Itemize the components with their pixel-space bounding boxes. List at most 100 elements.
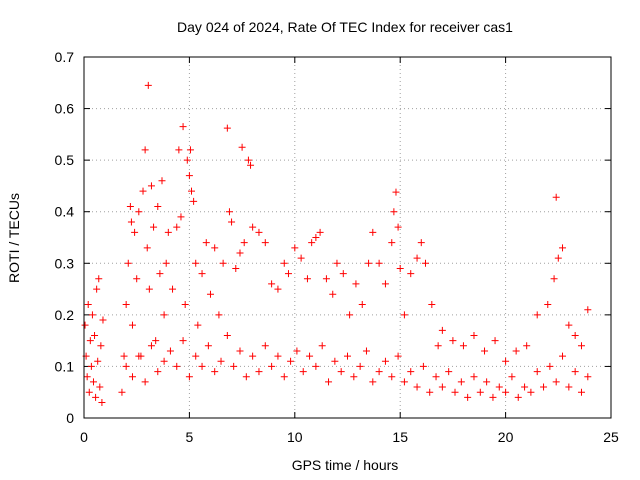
data-point (413, 254, 421, 262)
data-point (481, 347, 489, 355)
data-point (249, 223, 257, 231)
data-point (577, 388, 585, 396)
data-point (540, 383, 548, 391)
data-point (236, 249, 244, 257)
data-point (261, 342, 269, 350)
data-point (577, 342, 585, 350)
data-point (308, 239, 316, 247)
data-point (96, 383, 104, 391)
data-point (215, 311, 223, 319)
data-point (571, 368, 579, 376)
data-point (356, 362, 364, 370)
data-point (164, 228, 172, 236)
data-point (162, 259, 170, 267)
data-point (228, 218, 236, 226)
data-point (523, 342, 531, 350)
data-point (95, 275, 103, 283)
scatter-points (81, 81, 592, 407)
data-point (185, 373, 193, 381)
plot-frame (83, 56, 612, 419)
data-point (400, 311, 408, 319)
data-point (565, 321, 573, 329)
data-point (173, 223, 181, 231)
data-point (135, 208, 143, 216)
data-point (396, 264, 404, 272)
data-point (419, 362, 427, 370)
data-point (198, 270, 206, 278)
data-point (362, 347, 370, 355)
data-point (118, 388, 126, 396)
data-point (242, 373, 250, 381)
data-point (333, 259, 341, 267)
data-point (173, 362, 181, 370)
y-tick-label: 0 (66, 410, 74, 426)
data-point (185, 172, 193, 180)
data-point (459, 342, 467, 350)
data-point (571, 331, 579, 339)
data-point (502, 388, 510, 396)
data-point (369, 228, 377, 236)
data-point (124, 259, 132, 267)
x-tick-label: 20 (498, 429, 514, 445)
data-point (470, 373, 478, 381)
x-tick-label: 15 (392, 429, 408, 445)
data-point (188, 187, 196, 195)
data-point (177, 213, 185, 221)
data-point (438, 326, 446, 334)
data-point (223, 331, 231, 339)
data-point (206, 290, 214, 298)
data-point (156, 270, 164, 278)
data-point (303, 275, 311, 283)
data-point (394, 223, 402, 231)
data-point (514, 393, 522, 401)
data-point (407, 270, 415, 278)
data-point (268, 280, 276, 288)
data-point (559, 244, 567, 252)
data-point (219, 259, 227, 267)
data-point (375, 259, 383, 267)
data-point (128, 321, 136, 329)
data-point (133, 275, 141, 283)
data-point (166, 347, 174, 355)
data-point (344, 352, 351, 360)
data-point (92, 393, 100, 401)
data-point (274, 285, 282, 293)
data-point (175, 146, 183, 154)
data-point (97, 342, 105, 350)
data-point (291, 244, 299, 252)
data-point (491, 337, 499, 345)
data-point (280, 373, 288, 381)
axis-ticks: 0 0.1 0.2 0.3 0.4 0.5 0.6 0.7 0 5 10 15 20 25 (55, 49, 619, 445)
data-point (85, 388, 93, 396)
data-point (417, 239, 425, 247)
data-point (225, 208, 233, 216)
data-point (99, 316, 107, 324)
data-point (160, 311, 168, 319)
x-tick-label: 25 (603, 429, 619, 445)
data-point (230, 362, 238, 370)
data-point (274, 352, 282, 360)
data-point (512, 347, 520, 355)
data-point (147, 342, 155, 350)
data-point (552, 193, 560, 201)
data-point (255, 228, 263, 236)
data-point (240, 239, 248, 247)
data-point (94, 357, 102, 365)
data-point (565, 383, 573, 391)
data-point (236, 347, 244, 355)
data-point (428, 301, 436, 309)
data-point (93, 285, 101, 293)
data-point (434, 342, 442, 350)
data-point (261, 239, 269, 247)
data-point (312, 362, 320, 370)
data-point (154, 368, 162, 376)
y-tick-label: 0.4 (55, 204, 75, 220)
data-point (280, 259, 288, 267)
data-point (232, 264, 240, 272)
data-point (89, 378, 97, 386)
data-point (128, 373, 136, 381)
data-point (407, 368, 415, 376)
data-point (217, 357, 225, 365)
chart-title: Day 024 of 2024, Rate Of TEC Index for r… (177, 19, 513, 35)
data-point (204, 342, 212, 350)
